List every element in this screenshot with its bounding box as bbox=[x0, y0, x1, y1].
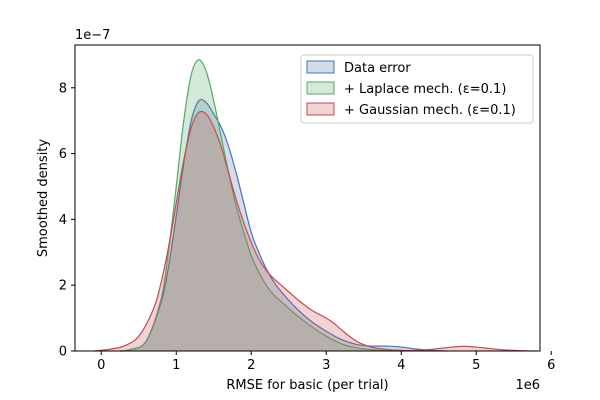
legend-swatch-1 bbox=[306, 60, 335, 74]
y-axis: 0 2 4 6 8 bbox=[59, 81, 75, 360]
series-line-2 bbox=[119, 59, 402, 352]
legend-swatch-2 bbox=[306, 81, 335, 95]
series-line-1 bbox=[119, 98, 447, 352]
y-tick-label: 0 bbox=[59, 345, 67, 360]
legend-label-2: + Laplace mech. (ε=0.1) bbox=[344, 82, 506, 97]
y-offset-label: 1e−7 bbox=[75, 28, 110, 43]
x-tick-label: 5 bbox=[472, 358, 480, 373]
x-tick-label: 0 bbox=[97, 358, 105, 373]
y-tick-label: 2 bbox=[59, 279, 67, 294]
x-axis-label: RMSE for basic (per trial) bbox=[226, 378, 388, 393]
y-tick-label: 8 bbox=[59, 81, 67, 96]
x-tick-label: 3 bbox=[322, 358, 330, 373]
series-area-3 bbox=[93, 111, 537, 351]
legend-label-1: Data error bbox=[344, 61, 411, 76]
legend-box bbox=[300, 54, 534, 124]
x-axis: 0 1 2 3 4 5 6 bbox=[97, 351, 555, 373]
x-offset-label: 1e6 bbox=[515, 378, 540, 393]
y-tick-label: 4 bbox=[59, 213, 67, 228]
legend: Data error + Laplace mech. (ε=0.1) + Gauss… bbox=[300, 54, 534, 124]
x-tick-label: 4 bbox=[397, 358, 405, 373]
y-tick-label: 6 bbox=[59, 147, 67, 162]
series-area-1 bbox=[120, 99, 447, 352]
x-tick-label: 1 bbox=[172, 358, 180, 373]
plot-frame bbox=[74, 44, 541, 352]
y-axis-label: Smoothed density bbox=[36, 139, 51, 258]
legend-label-3: + Gaussian mech. (ε=0.1) bbox=[344, 103, 516, 118]
series-line-3 bbox=[93, 110, 537, 352]
x-tick-label: 2 bbox=[247, 358, 255, 373]
legend-swatch-3 bbox=[306, 102, 335, 116]
series-layer bbox=[93, 59, 537, 352]
x-tick-label: 6 bbox=[547, 358, 555, 373]
